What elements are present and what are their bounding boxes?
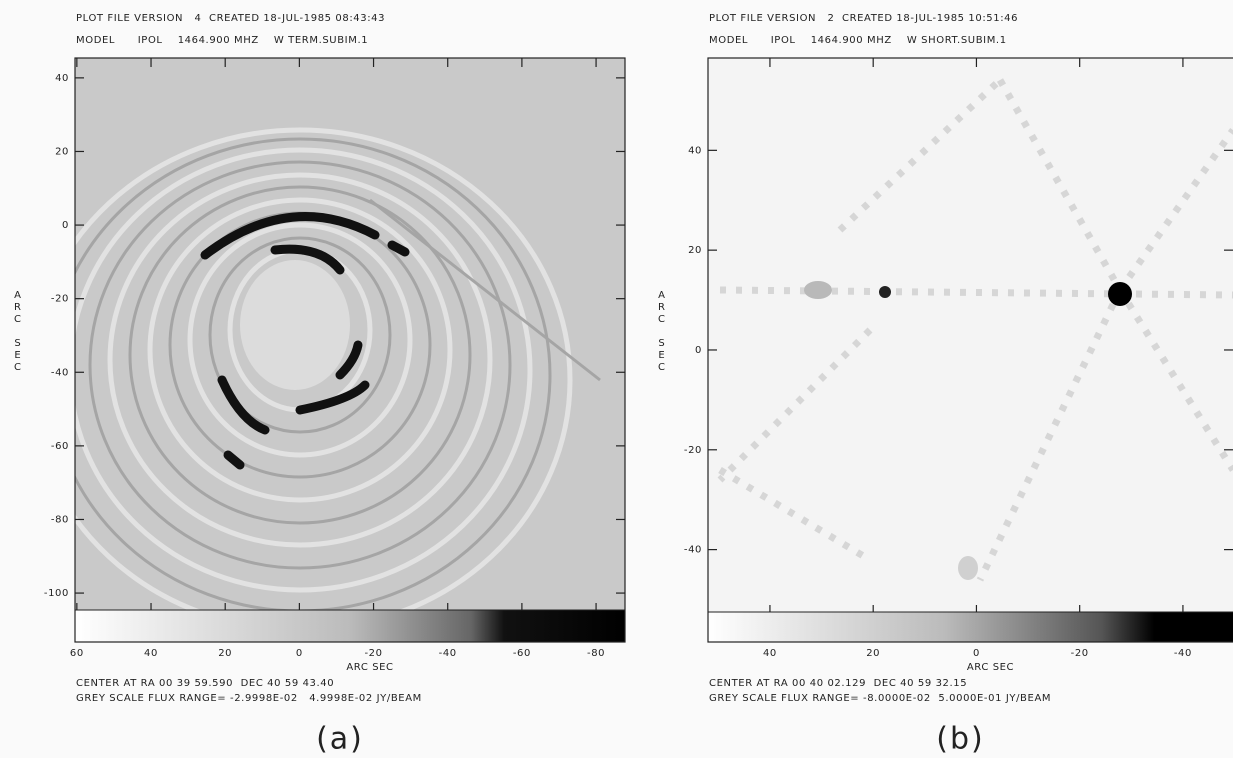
x-tick-label: 60 [70, 648, 84, 659]
x-tick-label: -40 [439, 648, 457, 659]
y-tick-label: 20 [55, 146, 69, 157]
y-axis-label: ARC SEC [656, 290, 667, 374]
x-tick-label: -20 [364, 648, 382, 659]
y-tick-label: -40 [684, 545, 702, 556]
footer-line: CENTER AT RA 00 40 02.129 DEC 40 59 32.1… [709, 678, 967, 689]
x-axis-label: ARC SEC [967, 662, 1014, 673]
x-tick-label: -20 [1071, 648, 1089, 659]
y-tick-label: 40 [55, 73, 69, 84]
x-tick-label: -40 [1174, 648, 1192, 659]
y-tick-label: 40 [688, 145, 702, 156]
y-tick-label: -100 [44, 588, 69, 599]
x-tick-label: 40 [144, 648, 158, 659]
x-tick-label: 20 [866, 648, 880, 659]
y-tick-label: 0 [62, 220, 69, 231]
header-line: MODEL IPOL 1464.900 MHZ W SHORT.SUBIM.1 [709, 35, 1007, 46]
y-tick-label: 20 [688, 245, 702, 256]
x-tick-label: 0 [296, 648, 303, 659]
x-tick-label: -80 [587, 648, 605, 659]
y-tick-label: -20 [684, 445, 702, 456]
x-tick-label: -60 [513, 648, 531, 659]
footer-line: GREY SCALE FLUX RANGE= -2.9998E-02 4.999… [76, 693, 422, 704]
image-a [30, 58, 625, 630]
x-axis-label: ARC SEC [346, 662, 393, 673]
footer-line: CENTER AT RA 00 39 59.590 DEC 40 59 43.4… [76, 678, 334, 689]
y-tick-label: -80 [51, 514, 69, 525]
header-line: PLOT FILE VERSION 4 CREATED 18-JUL-1985 … [76, 13, 385, 24]
image-b [708, 58, 1233, 612]
figure: PLOT FILE VERSION 4 CREATED 18-JUL-1985 … [0, 0, 1233, 758]
y-axis-label: ARC SEC [12, 290, 23, 374]
x-tick-label: 40 [763, 648, 777, 659]
x-tick-label: 20 [218, 648, 232, 659]
header-line: PLOT FILE VERSION 2 CREATED 18-JUL-1985 … [709, 13, 1018, 24]
footer-line: GREY SCALE FLUX RANGE= -8.0000E-02 5.000… [709, 693, 1051, 704]
y-tick-label: 0 [695, 345, 702, 356]
y-tick-label: -60 [51, 441, 69, 452]
y-tick-label: -20 [51, 294, 69, 305]
caption: (b) [936, 722, 984, 757]
colorbar [708, 612, 1233, 642]
x-tick-label: 0 [973, 648, 980, 659]
y-tick-label: -40 [51, 367, 69, 378]
colorbar [75, 610, 625, 642]
caption: (a) [316, 722, 364, 757]
header-line: MODEL IPOL 1464.900 MHZ W TERM.SUBIM.1 [76, 35, 368, 46]
